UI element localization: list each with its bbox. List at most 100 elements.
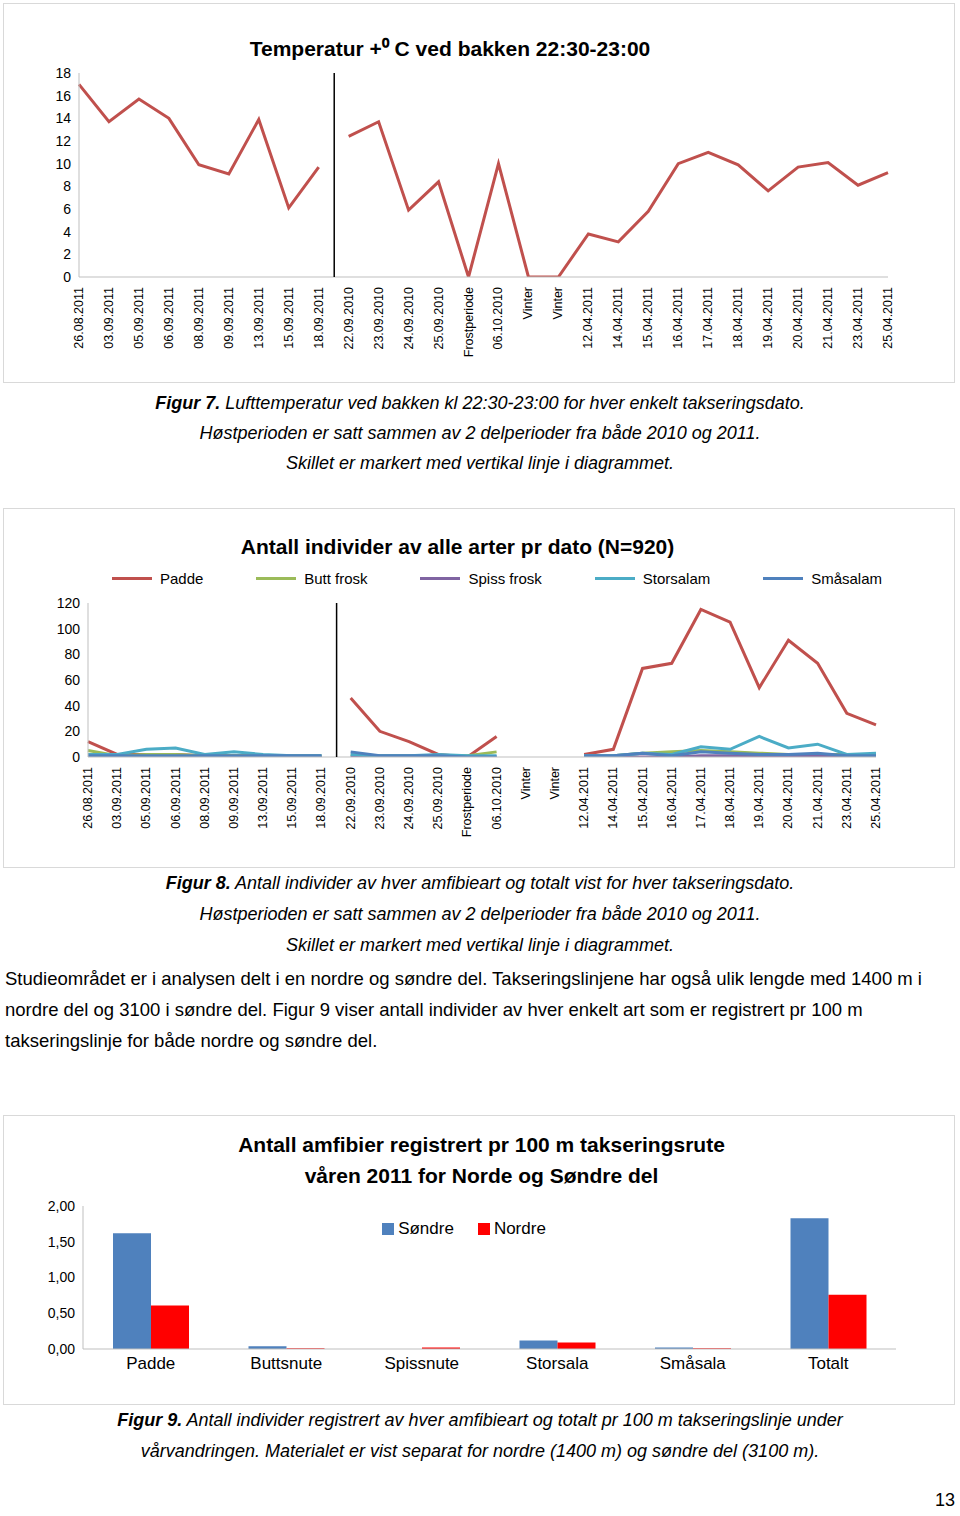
svg-text:12.04.2011: 12.04.2011 bbox=[581, 287, 595, 349]
svg-text:22.09.2010: 22.09.2010 bbox=[344, 767, 358, 830]
svg-text:18.09.2011: 18.09.2011 bbox=[312, 287, 326, 349]
svg-text:24.09.2010: 24.09.2010 bbox=[402, 287, 416, 350]
svg-text:100: 100 bbox=[57, 621, 81, 637]
svg-text:25.09.2010: 25.09.2010 bbox=[432, 287, 446, 350]
svg-text:23.09.2010: 23.09.2010 bbox=[373, 767, 387, 830]
svg-text:22.09.2010: 22.09.2010 bbox=[342, 287, 356, 350]
svg-text:15.09.2011: 15.09.2011 bbox=[282, 287, 296, 349]
svg-text:13.09.2011: 13.09.2011 bbox=[252, 287, 266, 349]
svg-text:10: 10 bbox=[55, 156, 71, 172]
svg-text:Totalt: Totalt bbox=[808, 1354, 849, 1373]
svg-text:20: 20 bbox=[64, 723, 80, 739]
svg-text:19.04.2011: 19.04.2011 bbox=[761, 287, 775, 349]
svg-text:15.04.2011: 15.04.2011 bbox=[636, 767, 650, 829]
svg-text:14.04.2011: 14.04.2011 bbox=[611, 287, 625, 349]
svg-text:20.04.2011: 20.04.2011 bbox=[781, 767, 795, 829]
svg-text:06.10.2010: 06.10.2010 bbox=[491, 287, 505, 350]
html-text:Antall amfibier registrert pr: Antall amfibier registrert pr 100 m taks… bbox=[238, 1133, 725, 1156]
svg-text:Vinter: Vinter bbox=[551, 287, 565, 319]
svg-text:18.04.2011: 18.04.2011 bbox=[731, 287, 745, 349]
svg-text:0: 0 bbox=[72, 749, 80, 765]
svg-text:14.04.2011: 14.04.2011 bbox=[606, 767, 620, 829]
svg-text:06.09.2011: 06.09.2011 bbox=[162, 287, 176, 349]
svg-text:25.09.2010: 25.09.2010 bbox=[431, 767, 445, 830]
svg-text:08.09.2011: 08.09.2011 bbox=[192, 287, 206, 349]
html-text:Skillet er markert med vertika: Skillet er markert med vertikal linje i … bbox=[285, 935, 675, 955]
html-text:Søndre: Søndre bbox=[398, 1219, 454, 1238]
svg-text:06.10.2010: 06.10.2010 bbox=[490, 767, 504, 830]
svg-text:4: 4 bbox=[63, 224, 71, 240]
svg-text:23.09.2010: 23.09.2010 bbox=[372, 287, 386, 350]
html-text:Figur 9. Antall individer regi: Figur 9. Antall individer registrert av … bbox=[117, 1410, 843, 1430]
svg-text:18.09.2011: 18.09.2011 bbox=[314, 767, 328, 829]
svg-text:18.04.2011: 18.04.2011 bbox=[723, 767, 737, 829]
svg-text:17.04.2011: 17.04.2011 bbox=[694, 767, 708, 829]
svg-text:24.09.2010: 24.09.2010 bbox=[402, 767, 416, 830]
svg-text:120: 120 bbox=[57, 595, 81, 611]
svg-text:03.09.2011: 03.09.2011 bbox=[102, 287, 116, 349]
svg-text:21.04.2011: 21.04.2011 bbox=[821, 287, 835, 349]
html-text:Skillet er markert med vertika: Skillet er markert med vertikal linje i … bbox=[285, 453, 675, 473]
html-text:Nordre: Nordre bbox=[493, 1219, 546, 1238]
svg-text:13.09.2011: 13.09.2011 bbox=[256, 767, 270, 829]
svg-text:6: 6 bbox=[63, 201, 71, 217]
svg-text:03.09.2011: 03.09.2011 bbox=[110, 767, 124, 829]
svg-text:Frostperiode: Frostperiode bbox=[462, 287, 476, 357]
svg-text:05.09.2011: 05.09.2011 bbox=[139, 767, 153, 829]
html-text:Figur 8. Antall individer av h: Figur 8. Antall individer av hver amfibi… bbox=[165, 873, 795, 893]
svg-text:25.04.2011: 25.04.2011 bbox=[881, 287, 895, 349]
svg-text:09.09.2011: 09.09.2011 bbox=[227, 767, 241, 829]
svg-text:1,00: 1,00 bbox=[48, 1269, 75, 1285]
svg-text:16.04.2011: 16.04.2011 bbox=[671, 287, 685, 349]
html-text:13: 13 bbox=[935, 1490, 955, 1510]
svg-text:Padde: Padde bbox=[126, 1354, 175, 1373]
svg-text:17.04.2011: 17.04.2011 bbox=[701, 287, 715, 349]
svg-text:26.08.2011: 26.08.2011 bbox=[81, 767, 95, 829]
svg-text:18: 18 bbox=[55, 65, 71, 81]
html-text:Høstperioden er satt sammen av: Høstperioden er satt sammen av 2 delperi… bbox=[199, 904, 761, 924]
html-text:våren 2011 for Norde og Søndre: våren 2011 for Norde og Søndre del bbox=[304, 1164, 659, 1187]
svg-text:15.09.2011: 15.09.2011 bbox=[285, 767, 299, 829]
html-text:Temperatur +⁰ C ved bakken 22:: Temperatur +⁰ C ved bakken 22:30-23:00 bbox=[249, 37, 651, 60]
svg-text:Vinter: Vinter bbox=[548, 767, 562, 799]
svg-text:19.04.2011: 19.04.2011 bbox=[752, 767, 766, 829]
svg-text:20.04.2011: 20.04.2011 bbox=[791, 287, 805, 349]
svg-text:21.04.2011: 21.04.2011 bbox=[811, 767, 825, 829]
html-text:Figur 7. Lufttemperatur ved ba: Figur 7. Lufttemperatur ved bakken kl 22… bbox=[155, 393, 805, 413]
svg-text:15.04.2011: 15.04.2011 bbox=[641, 287, 655, 349]
html-text:Høstperioden er satt sammen av: Høstperioden er satt sammen av 2 delperi… bbox=[199, 423, 761, 443]
svg-text:25.04.2011: 25.04.2011 bbox=[869, 767, 883, 829]
svg-text:08.09.2011: 08.09.2011 bbox=[198, 767, 212, 829]
svg-text:80: 80 bbox=[64, 646, 80, 662]
svg-text:0,50: 0,50 bbox=[48, 1305, 75, 1321]
svg-text:Vinter: Vinter bbox=[519, 767, 533, 799]
svg-text:09.09.2011: 09.09.2011 bbox=[222, 287, 236, 349]
svg-text:23.04.2011: 23.04.2011 bbox=[840, 767, 854, 829]
svg-text:12.04.2011: 12.04.2011 bbox=[577, 767, 591, 829]
svg-text:16: 16 bbox=[55, 88, 71, 104]
svg-text:23.04.2011: 23.04.2011 bbox=[851, 287, 865, 349]
svg-text:16.04.2011: 16.04.2011 bbox=[665, 767, 679, 829]
svg-text:8: 8 bbox=[63, 178, 71, 194]
svg-text:Frostperiode: Frostperiode bbox=[460, 767, 474, 837]
svg-text:2: 2 bbox=[63, 246, 71, 262]
svg-text:Vinter: Vinter bbox=[521, 287, 535, 319]
svg-text:26.08.2011: 26.08.2011 bbox=[72, 287, 86, 349]
svg-text:0,00: 0,00 bbox=[48, 1341, 75, 1357]
html-text:Studieområdet er i analysen de: Studieområdet er i analysen delt i en no… bbox=[5, 968, 922, 1051]
html-text:Antall individer av alle arter: Antall individer av alle arter pr dato (… bbox=[240, 535, 675, 558]
svg-text:Storsala: Storsala bbox=[526, 1354, 589, 1373]
svg-text:14: 14 bbox=[55, 110, 71, 126]
svg-text:1,50: 1,50 bbox=[48, 1234, 75, 1250]
svg-text:Småsala: Småsala bbox=[660, 1354, 727, 1373]
svg-text:12: 12 bbox=[55, 133, 71, 149]
svg-text:05.09.2011: 05.09.2011 bbox=[132, 287, 146, 349]
html-text:vårvandringen. Materialet er v: vårvandringen. Materialet er vist separa… bbox=[140, 1441, 820, 1461]
svg-text:Spissnute: Spissnute bbox=[384, 1354, 459, 1373]
svg-text:2,00: 2,00 bbox=[48, 1198, 75, 1214]
svg-text:60: 60 bbox=[64, 672, 80, 688]
svg-text:40: 40 bbox=[64, 698, 80, 714]
svg-text:0: 0 bbox=[63, 269, 71, 285]
svg-text:Buttsnute: Buttsnute bbox=[250, 1354, 322, 1373]
svg-text:06.09.2011: 06.09.2011 bbox=[169, 767, 183, 829]
